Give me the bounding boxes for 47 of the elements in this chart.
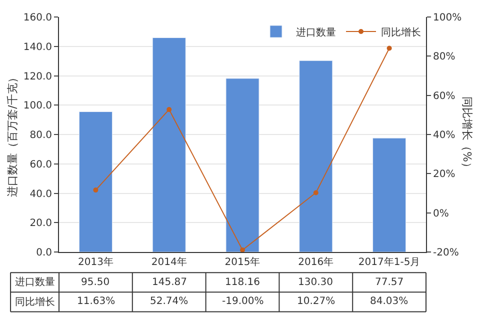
data-label: 52.74% xyxy=(150,296,188,307)
y2-tick-label: 0% xyxy=(433,208,449,220)
data-label: 130.30 xyxy=(298,277,333,288)
bar xyxy=(226,78,260,252)
x-tick-label: 2015年 xyxy=(224,256,260,268)
y-tick-label: 140.0 xyxy=(23,42,52,53)
y2-tick-label: 80% xyxy=(433,52,456,63)
x-tick-label: 2014年 xyxy=(151,256,187,268)
data-label: 145.87 xyxy=(152,277,187,288)
legend-label: 同比增长 xyxy=(381,26,421,38)
y-tick-label: 0.0 xyxy=(36,248,52,258)
bar xyxy=(299,60,333,252)
x-tick-label: 2016年 xyxy=(298,256,334,268)
data-label: 84.03% xyxy=(370,296,408,307)
y2-axis-title: 同比增长（%） xyxy=(460,96,474,173)
data-label: 77.57 xyxy=(375,277,404,288)
point xyxy=(240,248,245,252)
data-label: 118.16 xyxy=(225,277,260,288)
data-label: 11.63% xyxy=(77,296,116,307)
point xyxy=(313,190,318,196)
bar xyxy=(78,111,112,252)
data-label: 10.27% xyxy=(297,296,336,307)
y-tick-label: 20.0 xyxy=(30,218,52,230)
y2-tick-label: 20% xyxy=(433,169,456,180)
y-tick-label: 100.0 xyxy=(23,100,52,112)
y-tick-label: 40.0 xyxy=(30,188,52,200)
point xyxy=(166,107,172,112)
data-label: -19.00% xyxy=(222,296,264,307)
y-tick-label: 160.0 xyxy=(23,12,52,24)
x-tick-label: 2017年1-5月 xyxy=(358,256,420,268)
bar xyxy=(152,38,186,252)
y2-tick-label: 100% xyxy=(433,12,462,24)
text: 同比增长 xyxy=(15,297,55,308)
y2-tick-label: -20% xyxy=(433,248,459,258)
y2-tick-label: 40% xyxy=(433,130,456,141)
y-tick-label: 60.0 xyxy=(30,159,52,170)
data-label: 95.50 xyxy=(81,277,110,288)
text: 进口数量 xyxy=(15,277,55,288)
y-tick-label: 120.0 xyxy=(23,71,52,82)
x-tick-label: 2013年 xyxy=(78,256,114,268)
point xyxy=(93,188,98,193)
y-tick-label: 80.0 xyxy=(30,130,52,141)
bar xyxy=(372,138,406,252)
y-axis-title: 进口数量（百万套/千克） xyxy=(6,72,20,197)
legend-label: 进口数量 xyxy=(296,26,336,38)
point xyxy=(386,46,392,51)
y2-tick-label: 60% xyxy=(433,90,456,102)
